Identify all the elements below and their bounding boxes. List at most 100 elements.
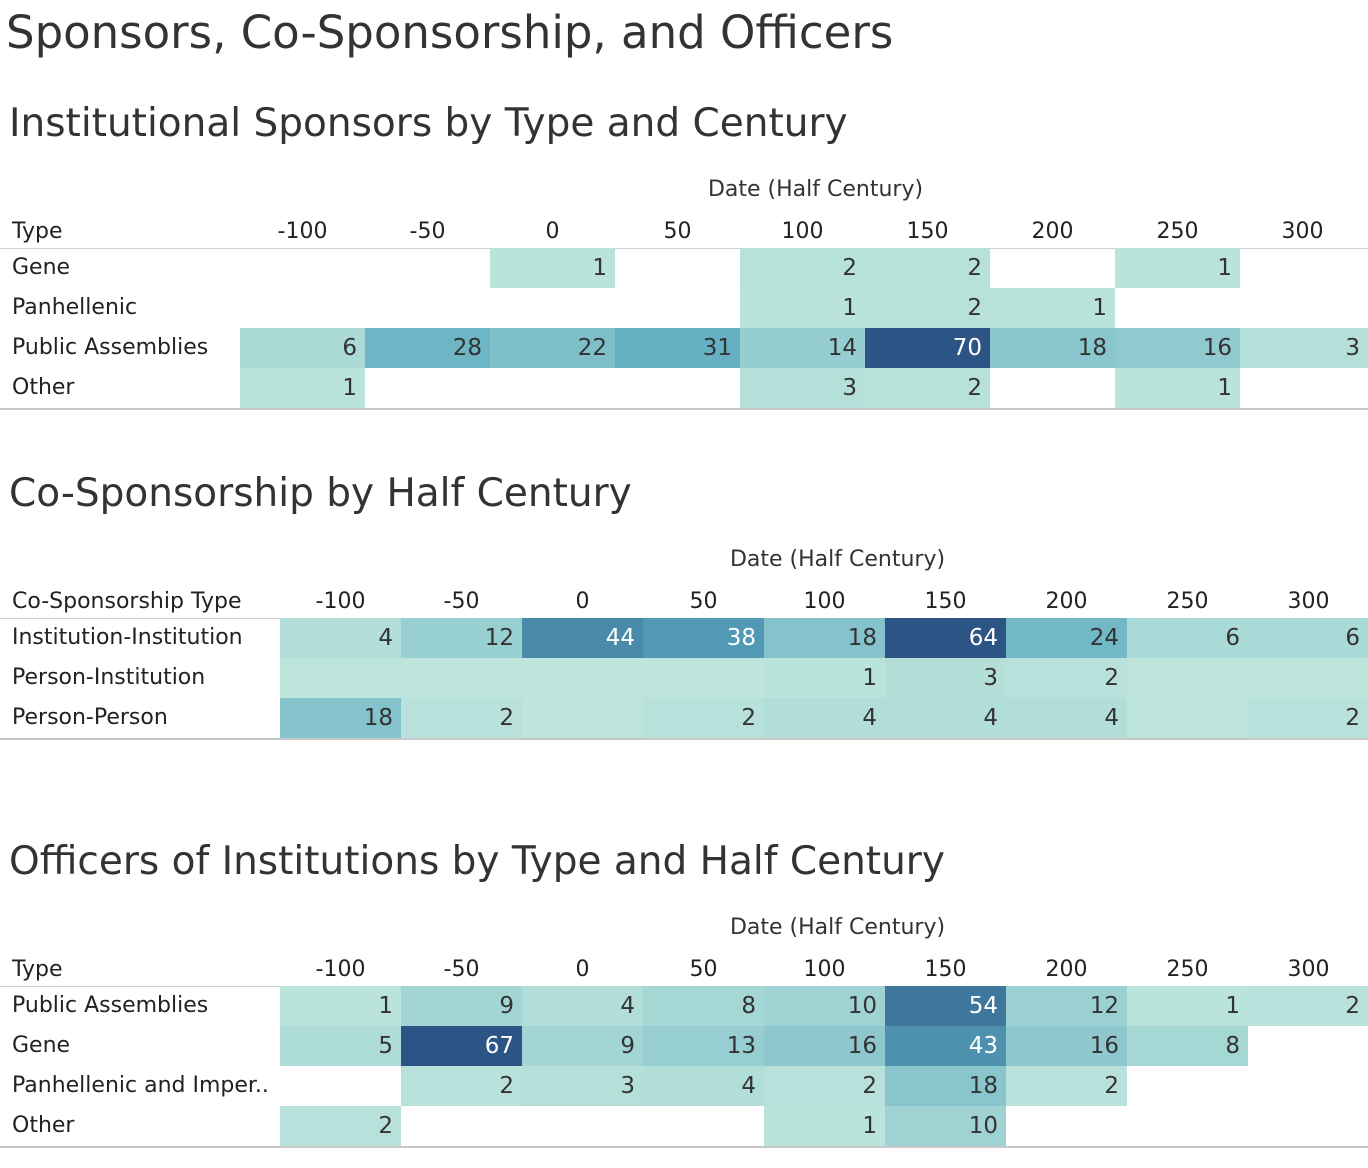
- heatmap-cell[interactable]: 10: [764, 986, 885, 1026]
- heatmap-cell[interactable]: 12: [1006, 986, 1127, 1026]
- heatmap-cell[interactable]: 4: [1006, 698, 1127, 738]
- column-label: 300: [1287, 589, 1330, 614]
- column-label: -50: [443, 957, 480, 982]
- heatmap-cell[interactable]: [1127, 698, 1248, 738]
- heatmap-cell[interactable]: 16: [764, 1026, 885, 1066]
- heatmap-cell[interactable]: 1: [240, 368, 365, 408]
- column-label: 50: [689, 957, 718, 982]
- heatmap-cell[interactable]: 4: [280, 618, 401, 658]
- heatmap-cell[interactable]: 1: [490, 248, 615, 288]
- heatmap-cell[interactable]: 9: [522, 1026, 643, 1066]
- heatmap-cell[interactable]: 2: [865, 248, 990, 288]
- heatmap-cell[interactable]: 6: [1248, 618, 1368, 658]
- institutional-sponsors-heatmap: Institutional Sponsors by Type and Centu…: [0, 95, 1368, 425]
- heatmap-cell[interactable]: 16: [1115, 328, 1240, 368]
- heatmap-cell[interactable]: 2: [1248, 986, 1368, 1026]
- row-label: Person-Person: [12, 705, 168, 730]
- heatmap-cell[interactable]: 70: [865, 328, 990, 368]
- heatmap-cell[interactable]: [401, 658, 522, 698]
- heatmap-cell[interactable]: 2: [764, 1066, 885, 1106]
- heatmap-cell[interactable]: 4: [522, 986, 643, 1026]
- heatmap-cell[interactable]: 54: [885, 986, 1006, 1026]
- heatmap-cell[interactable]: 3: [740, 368, 865, 408]
- column-label: 300: [1287, 957, 1330, 982]
- heatmap-cell[interactable]: 4: [764, 698, 885, 738]
- heatmap-cell[interactable]: 18: [280, 698, 401, 738]
- heatmap-cell[interactable]: [522, 658, 643, 698]
- heatmap-cell[interactable]: 6: [240, 328, 365, 368]
- header-divider: [0, 986, 280, 987]
- heatmap-cell[interactable]: 22: [490, 328, 615, 368]
- column-label: 0: [545, 219, 560, 244]
- column-label: -50: [443, 589, 480, 614]
- column-label: -100: [315, 589, 366, 614]
- heatmap-cell[interactable]: [1127, 658, 1248, 698]
- heatmap-cell[interactable]: 5: [280, 1026, 401, 1066]
- heatmap-cell[interactable]: 18: [990, 328, 1115, 368]
- heatmap-cell[interactable]: 64: [885, 618, 1006, 658]
- row-label: Panhellenic and Imper..: [12, 1073, 269, 1098]
- column-label: -100: [315, 957, 366, 982]
- heatmap-cell[interactable]: 1: [764, 1106, 885, 1146]
- heatmap-cell[interactable]: 2: [865, 288, 990, 328]
- heatmap-cell[interactable]: 16: [1006, 1026, 1127, 1066]
- column-label: 150: [924, 589, 967, 614]
- heatmap-cell[interactable]: 2: [280, 1106, 401, 1146]
- column-label: 50: [663, 219, 692, 244]
- heatmap-cell[interactable]: 14: [740, 328, 865, 368]
- heatmap-cell[interactable]: 3: [885, 658, 1006, 698]
- heatmap-cell[interactable]: 2: [1006, 658, 1127, 698]
- heatmap-cell[interactable]: [280, 658, 401, 698]
- heatmap-cell[interactable]: 12: [401, 618, 522, 658]
- heatmap-cell[interactable]: 8: [643, 986, 764, 1026]
- heatmap-cell[interactable]: 1: [1115, 248, 1240, 288]
- column-label: 0: [575, 957, 590, 982]
- heatmap-cell[interactable]: 44: [522, 618, 643, 658]
- column-label: 100: [781, 219, 824, 244]
- heatmap-cell[interactable]: 67: [401, 1026, 522, 1066]
- heatmap-cell[interactable]: 1: [740, 288, 865, 328]
- heatmap-cell[interactable]: 2: [401, 1066, 522, 1106]
- row-label: Public Assemblies: [12, 993, 209, 1018]
- heatmap-cell[interactable]: [1248, 658, 1368, 698]
- heatmap-cell[interactable]: 2: [740, 248, 865, 288]
- heatmap-cell[interactable]: 1: [764, 658, 885, 698]
- heatmap-cell[interactable]: 1: [1115, 368, 1240, 408]
- heatmap-cell[interactable]: 1: [990, 288, 1115, 328]
- column-label: 0: [575, 589, 590, 614]
- heatmap-cell[interactable]: 24: [1006, 618, 1127, 658]
- header-divider: [0, 248, 240, 249]
- heatmap-cell[interactable]: 38: [643, 618, 764, 658]
- heatmap-cell[interactable]: 2: [643, 698, 764, 738]
- heatmap-cell[interactable]: 31: [615, 328, 740, 368]
- heatmap-cell[interactable]: 3: [522, 1066, 643, 1106]
- heatmap-cell[interactable]: 18: [885, 1066, 1006, 1106]
- heatmap-cell[interactable]: 43: [885, 1026, 1006, 1066]
- heatmap-cell[interactable]: 18: [764, 618, 885, 658]
- heatmap-cell[interactable]: [522, 698, 643, 738]
- row-label: Gene: [12, 255, 71, 280]
- heatmap-cell[interactable]: 13: [643, 1026, 764, 1066]
- header-divider: [0, 618, 280, 619]
- column-label: 200: [1045, 589, 1088, 614]
- row-label: Other: [12, 1113, 75, 1138]
- column-label: -50: [409, 219, 446, 244]
- heatmap-cell[interactable]: 2: [401, 698, 522, 738]
- column-label: 100: [803, 589, 846, 614]
- heatmap-cell[interactable]: 6: [1127, 618, 1248, 658]
- heatmap-cell[interactable]: [643, 658, 764, 698]
- heatmap-cell[interactable]: 9: [401, 986, 522, 1026]
- heatmap-cell[interactable]: 2: [1006, 1066, 1127, 1106]
- heatmap-cell[interactable]: 4: [643, 1066, 764, 1106]
- heatmap-cell[interactable]: 1: [1127, 986, 1248, 1026]
- heatmap-cell[interactable]: 3: [1240, 328, 1368, 368]
- heatmap-cell[interactable]: 8: [1127, 1026, 1248, 1066]
- heatmap-cell[interactable]: 2: [1248, 698, 1368, 738]
- heatmap-cell[interactable]: 2: [865, 368, 990, 408]
- column-axis-title: Date (Half Century): [707, 177, 924, 202]
- dashboard-title: Sponsors, Co-Sponsorship, and Officers: [6, 6, 894, 59]
- heatmap-cell[interactable]: 1: [280, 986, 401, 1026]
- heatmap-cell[interactable]: 4: [885, 698, 1006, 738]
- heatmap-cell[interactable]: 28: [365, 328, 490, 368]
- heatmap-cell[interactable]: 10: [885, 1106, 1006, 1146]
